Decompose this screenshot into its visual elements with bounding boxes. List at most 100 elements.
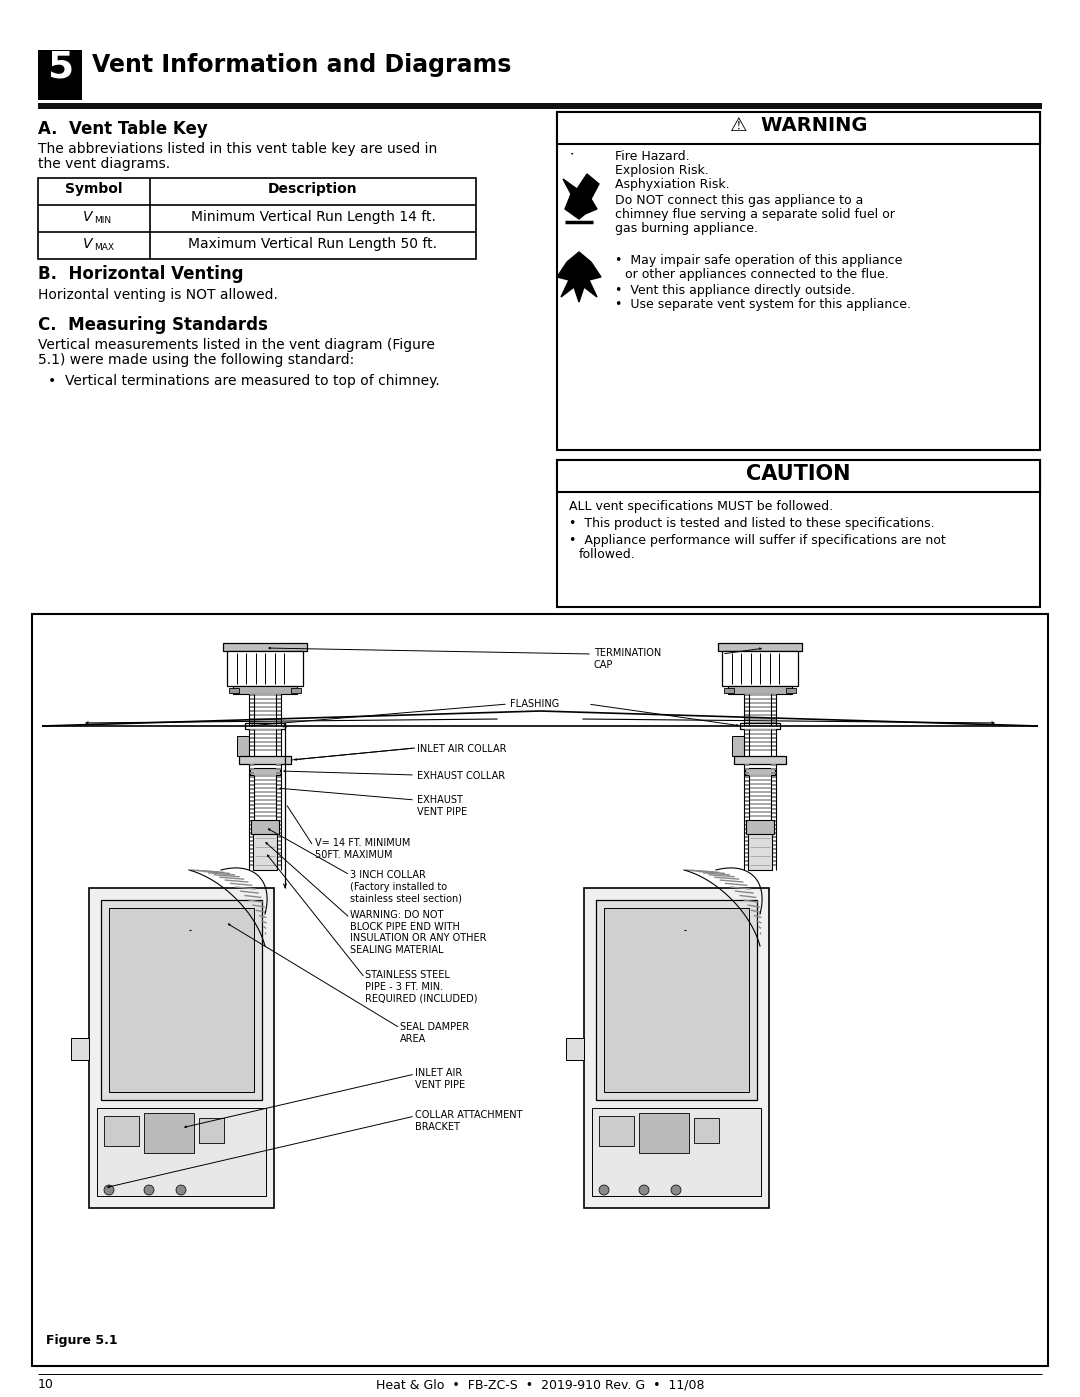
Bar (276, 710, 281, 712)
Text: V: V (82, 210, 92, 224)
Bar (750, 787, 771, 789)
Bar (249, 764, 254, 766)
Text: Fire Hazard.: Fire Hazard. (615, 149, 690, 163)
Circle shape (599, 1185, 609, 1194)
Bar (144, 1113, 194, 1153)
Bar (557, 112, 1040, 144)
Bar (744, 768, 750, 770)
Bar (771, 705, 777, 708)
Bar (251, 820, 279, 834)
Bar (276, 729, 281, 731)
Bar (249, 800, 254, 802)
Bar (276, 824, 281, 826)
Bar (744, 800, 750, 802)
Text: •  Vent this appliance directly outside.: • Vent this appliance directly outside. (615, 284, 855, 298)
Bar (771, 718, 777, 719)
Text: MAX: MAX (94, 243, 114, 251)
Bar (750, 694, 771, 696)
Bar (254, 722, 276, 724)
Text: 5.1) were made using the following standard:: 5.1) were made using the following stand… (38, 353, 354, 367)
Bar (249, 848, 254, 849)
Bar (750, 807, 771, 809)
Bar (744, 784, 750, 787)
Bar (771, 840, 777, 842)
Bar (728, 686, 792, 694)
Text: EXHAUST
VENT PIPE: EXHAUST VENT PIPE (417, 795, 468, 817)
Bar (254, 705, 276, 708)
Bar (771, 861, 777, 862)
Text: ALL vent specifications MUST be followed.: ALL vent specifications MUST be followed… (569, 500, 833, 513)
Text: A.  Vent Table Key: A. Vent Table Key (38, 120, 207, 138)
Bar (254, 740, 276, 743)
Text: •  Appliance performance will suffer if specifications are not: • Appliance performance will suffer if s… (569, 534, 946, 548)
Bar (750, 795, 771, 798)
Bar (744, 740, 750, 743)
Bar (750, 733, 771, 735)
Bar (249, 861, 254, 862)
Bar (102, 900, 262, 1099)
Text: TERMINATION
CAP: TERMINATION CAP (594, 648, 661, 669)
Text: the vent diagrams.: the vent diagrams. (38, 156, 171, 170)
Bar (276, 800, 281, 802)
Bar (245, 724, 285, 729)
Bar (249, 733, 254, 735)
Bar (291, 687, 301, 693)
Bar (744, 856, 750, 858)
Bar (276, 745, 281, 747)
Text: ♥: ♥ (571, 152, 573, 156)
Bar (771, 835, 777, 838)
Bar (744, 805, 750, 806)
Bar (276, 833, 281, 834)
Text: STAINLESS STEEL
PIPE - 3 FT. MIN.
REQUIRED (INCLUDED): STAINLESS STEEL PIPE - 3 FT. MIN. REQUIR… (365, 970, 477, 1003)
Bar (744, 820, 750, 821)
Bar (276, 856, 281, 858)
Bar (254, 782, 276, 785)
Bar (744, 807, 750, 810)
Text: 10: 10 (38, 1377, 54, 1391)
Bar (254, 710, 276, 712)
Bar (771, 703, 777, 704)
Text: Vent Information and Diagrams: Vent Information and Diagrams (92, 53, 511, 77)
Bar (750, 738, 771, 739)
Bar (104, 1116, 139, 1146)
Bar (249, 828, 254, 830)
Bar (249, 768, 254, 770)
Bar (596, 900, 757, 1099)
Text: 5: 5 (46, 50, 73, 87)
Bar (566, 1038, 584, 1060)
Text: •  Vertical terminations are measured to top of chimney.: • Vertical terminations are measured to … (48, 374, 440, 388)
Bar (750, 698, 771, 700)
Bar (249, 780, 254, 782)
Bar (276, 784, 281, 787)
Bar (249, 805, 254, 806)
Text: INLET AIR COLLAR: INLET AIR COLLAR (417, 745, 507, 754)
Bar (38, 103, 1042, 109)
Bar (584, 888, 769, 1208)
Bar (744, 852, 750, 854)
Bar (254, 780, 276, 781)
Bar (771, 828, 777, 830)
Bar (771, 764, 777, 766)
Bar (771, 833, 777, 834)
Bar (724, 687, 734, 693)
Bar (744, 812, 750, 814)
Text: followed.: followed. (579, 548, 636, 562)
Bar (744, 703, 750, 704)
Bar (744, 848, 750, 849)
Bar (249, 788, 254, 789)
Bar (744, 816, 750, 819)
Bar (771, 824, 777, 826)
Bar (771, 816, 777, 819)
Bar (744, 840, 750, 842)
Text: •  May impair safe operation of this appliance: • May impair safe operation of this appl… (615, 254, 903, 267)
Bar (771, 740, 777, 743)
Bar (771, 773, 777, 774)
Bar (604, 908, 750, 1092)
Bar (222, 643, 307, 651)
Bar (254, 694, 276, 696)
Bar (771, 768, 777, 770)
Bar (744, 844, 750, 847)
Bar (249, 729, 254, 731)
Bar (744, 745, 750, 747)
Bar (239, 756, 291, 764)
